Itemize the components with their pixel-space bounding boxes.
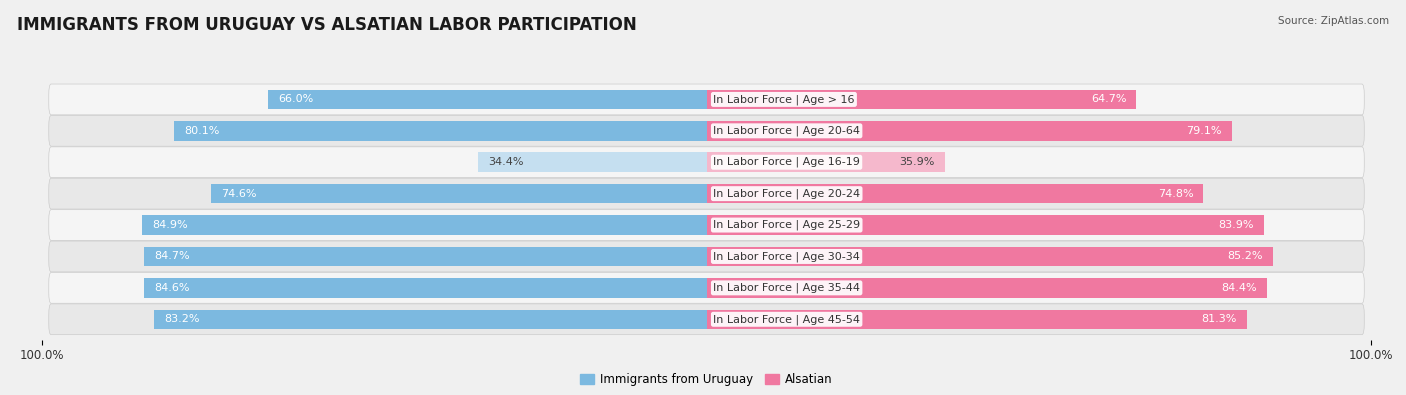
FancyBboxPatch shape [49,178,1364,209]
Text: 84.6%: 84.6% [155,283,190,293]
Bar [706,310,1247,329]
Bar [269,90,706,109]
Text: 64.7%: 64.7% [1091,94,1126,104]
Text: In Labor Force | Age 35-44: In Labor Force | Age 35-44 [713,283,860,293]
Bar [145,278,706,297]
Text: In Labor Force | Age 16-19: In Labor Force | Age 16-19 [713,157,860,167]
Bar [706,90,1136,109]
Bar [174,121,706,141]
Text: 84.9%: 84.9% [152,220,188,230]
Text: 34.4%: 34.4% [488,157,523,167]
Text: In Labor Force | Age 20-64: In Labor Force | Age 20-64 [713,126,860,136]
Bar [706,247,1272,266]
Bar [706,184,1204,203]
Text: IMMIGRANTS FROM URUGUAY VS ALSATIAN LABOR PARTICIPATION: IMMIGRANTS FROM URUGUAY VS ALSATIAN LABO… [17,16,637,34]
Text: 83.9%: 83.9% [1219,220,1254,230]
Bar [478,152,706,172]
FancyBboxPatch shape [49,210,1364,241]
Text: 74.6%: 74.6% [221,189,256,199]
Bar [153,310,706,329]
FancyBboxPatch shape [49,147,1364,178]
Bar [706,215,1264,235]
Text: 35.9%: 35.9% [900,157,935,167]
Text: Source: ZipAtlas.com: Source: ZipAtlas.com [1278,16,1389,26]
FancyBboxPatch shape [49,273,1364,303]
Bar [706,121,1232,141]
Bar [211,184,706,203]
Text: 85.2%: 85.2% [1227,252,1263,261]
Text: 80.1%: 80.1% [184,126,219,136]
Text: In Labor Force | Age > 16: In Labor Force | Age > 16 [713,94,855,105]
Text: 79.1%: 79.1% [1187,126,1222,136]
Bar [706,152,945,172]
Text: In Labor Force | Age 45-54: In Labor Force | Age 45-54 [713,314,860,325]
Text: In Labor Force | Age 30-34: In Labor Force | Age 30-34 [713,251,860,262]
Bar [142,215,706,235]
FancyBboxPatch shape [49,241,1364,272]
FancyBboxPatch shape [49,84,1364,115]
Text: 84.4%: 84.4% [1222,283,1257,293]
Text: In Labor Force | Age 20-24: In Labor Force | Age 20-24 [713,188,860,199]
Text: 74.8%: 74.8% [1159,189,1194,199]
Bar [143,247,706,266]
Text: In Labor Force | Age 25-29: In Labor Force | Age 25-29 [713,220,860,230]
Bar [706,278,1267,297]
Text: 84.7%: 84.7% [153,252,190,261]
FancyBboxPatch shape [49,115,1364,146]
Text: 83.2%: 83.2% [163,314,200,324]
FancyBboxPatch shape [49,304,1364,335]
Legend: Immigrants from Uruguay, Alsatian: Immigrants from Uruguay, Alsatian [575,369,838,391]
Text: 66.0%: 66.0% [278,94,314,104]
Text: 81.3%: 81.3% [1201,314,1237,324]
